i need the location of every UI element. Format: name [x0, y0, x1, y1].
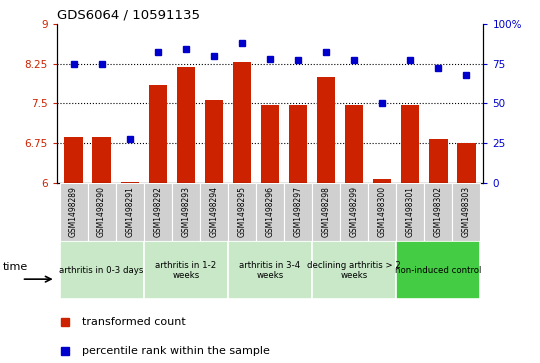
Bar [429, 139, 448, 183]
Text: arthritis in 0-3 days: arthritis in 0-3 days [59, 266, 144, 275]
Bar [148, 85, 167, 183]
Text: GSM1498301: GSM1498301 [406, 186, 415, 237]
Bar [116, 183, 144, 241]
Text: GSM1498295: GSM1498295 [238, 186, 246, 237]
Bar [64, 137, 83, 183]
Bar [457, 143, 476, 183]
Text: GDS6064 / 10591135: GDS6064 / 10591135 [57, 8, 200, 21]
Bar [233, 62, 251, 183]
Bar [92, 137, 111, 183]
Bar [340, 183, 368, 241]
Bar [256, 183, 284, 241]
Text: GSM1498290: GSM1498290 [97, 186, 106, 237]
Text: GSM1498294: GSM1498294 [210, 186, 218, 237]
Bar [396, 241, 481, 299]
Text: arthritis in 3-4
weeks: arthritis in 3-4 weeks [239, 261, 301, 280]
Text: GSM1498292: GSM1498292 [153, 186, 162, 237]
Bar [396, 183, 424, 241]
Text: GSM1498303: GSM1498303 [462, 186, 471, 237]
Text: GSM1498298: GSM1498298 [322, 186, 330, 237]
Bar [312, 183, 340, 241]
Text: GSM1498297: GSM1498297 [294, 186, 302, 237]
Bar [424, 183, 453, 241]
Text: GSM1498293: GSM1498293 [181, 186, 190, 237]
Text: percentile rank within the sample: percentile rank within the sample [82, 346, 270, 356]
Text: non-induced control: non-induced control [395, 266, 482, 275]
Bar [87, 183, 116, 241]
Bar [373, 179, 392, 183]
Bar [317, 77, 335, 183]
Bar [368, 183, 396, 241]
Bar [312, 241, 396, 299]
Bar [284, 183, 312, 241]
Text: GSM1498300: GSM1498300 [378, 186, 387, 237]
Text: declining arthritis > 2
weeks: declining arthritis > 2 weeks [307, 261, 401, 280]
Bar [345, 105, 363, 183]
Bar [228, 241, 312, 299]
Text: GSM1498302: GSM1498302 [434, 186, 443, 237]
Bar [172, 183, 200, 241]
Bar [200, 183, 228, 241]
Bar [205, 100, 223, 183]
Text: transformed count: transformed count [82, 318, 186, 327]
Bar [261, 105, 279, 183]
Bar [453, 183, 481, 241]
Text: GSM1498289: GSM1498289 [69, 186, 78, 237]
Bar [401, 105, 420, 183]
Bar [120, 182, 139, 183]
Bar [177, 67, 195, 183]
Text: GSM1498296: GSM1498296 [266, 186, 274, 237]
Text: time: time [3, 262, 28, 272]
Text: GSM1498299: GSM1498299 [350, 186, 359, 237]
Bar [144, 183, 172, 241]
Bar [144, 241, 228, 299]
Text: GSM1498291: GSM1498291 [125, 186, 134, 237]
Bar [289, 105, 307, 183]
Bar [59, 241, 144, 299]
Bar [228, 183, 256, 241]
Bar [59, 183, 87, 241]
Text: arthritis in 1-2
weeks: arthritis in 1-2 weeks [155, 261, 217, 280]
